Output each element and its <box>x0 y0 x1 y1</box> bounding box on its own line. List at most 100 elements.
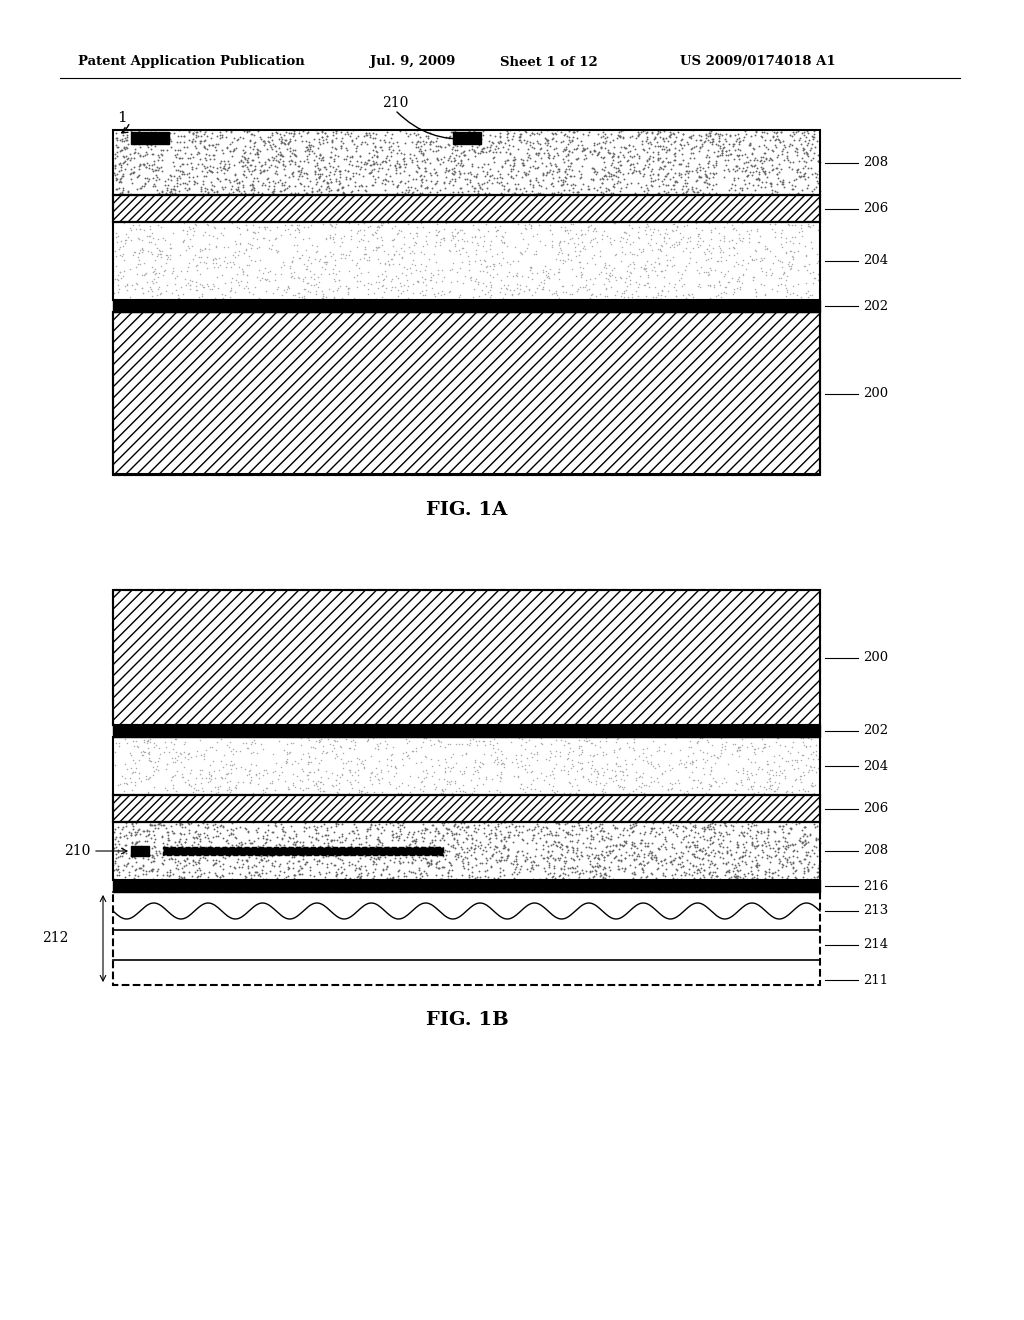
Point <box>600 178 616 199</box>
Point <box>636 775 652 796</box>
Point <box>721 824 737 845</box>
Point <box>700 863 717 884</box>
Point <box>680 153 696 174</box>
Point <box>475 840 492 861</box>
Point <box>609 152 626 173</box>
Point <box>752 169 768 190</box>
Point <box>327 829 343 850</box>
Point <box>593 182 609 203</box>
Point <box>546 863 562 884</box>
Point <box>260 176 276 197</box>
Point <box>609 170 626 191</box>
Point <box>632 162 648 183</box>
Point <box>341 759 357 780</box>
Point <box>221 183 238 205</box>
Point <box>251 236 267 257</box>
Point <box>207 248 223 269</box>
Point <box>700 779 717 800</box>
Point <box>140 240 157 261</box>
Point <box>136 176 153 197</box>
Point <box>357 152 374 173</box>
Point <box>321 152 337 173</box>
Point <box>291 282 307 304</box>
Point <box>651 176 668 197</box>
Point <box>580 124 596 145</box>
Point <box>658 165 675 186</box>
Bar <box>113 312 820 475</box>
Point <box>181 774 198 795</box>
Point <box>197 816 213 837</box>
Point <box>396 150 413 172</box>
Point <box>706 156 722 177</box>
Point <box>707 164 723 185</box>
Point <box>642 235 658 256</box>
Point <box>347 255 364 276</box>
Point <box>387 755 403 776</box>
Point <box>548 137 564 158</box>
Point <box>390 865 407 886</box>
Point <box>526 281 543 302</box>
Point <box>791 232 807 253</box>
Point <box>510 161 526 182</box>
Point <box>205 226 221 247</box>
Point <box>307 818 324 840</box>
Point <box>197 177 213 198</box>
Point <box>809 252 825 273</box>
Point <box>237 161 253 182</box>
Point <box>802 285 818 306</box>
Point <box>206 182 222 203</box>
Point <box>389 825 406 846</box>
Point <box>163 838 179 859</box>
Point <box>377 150 393 172</box>
Point <box>652 136 669 157</box>
Point <box>769 280 785 301</box>
Point <box>345 162 361 183</box>
Point <box>721 238 737 259</box>
Point <box>695 865 712 886</box>
Point <box>171 244 187 265</box>
Point <box>311 862 328 883</box>
Point <box>399 733 416 754</box>
Point <box>468 854 484 875</box>
Point <box>599 127 615 148</box>
Point <box>126 867 142 888</box>
Point <box>689 157 706 178</box>
Point <box>458 743 474 764</box>
Point <box>428 817 444 838</box>
Point <box>794 832 810 853</box>
Point <box>129 127 145 148</box>
Point <box>754 834 770 855</box>
Point <box>676 754 692 775</box>
Point <box>542 857 558 878</box>
Point <box>546 139 562 160</box>
Point <box>454 251 470 272</box>
Point <box>407 830 423 851</box>
Point <box>563 259 580 280</box>
Point <box>524 825 541 846</box>
Point <box>588 863 604 884</box>
Point <box>132 127 148 148</box>
Point <box>127 772 143 793</box>
Point <box>345 730 361 751</box>
Point <box>660 780 677 801</box>
Point <box>718 249 734 271</box>
Point <box>559 144 575 165</box>
Point <box>408 837 424 858</box>
Point <box>246 132 262 153</box>
Point <box>123 169 139 190</box>
Point <box>592 240 608 261</box>
Point <box>381 136 397 157</box>
Point <box>364 744 380 766</box>
Point <box>172 168 188 189</box>
Point <box>160 821 176 842</box>
Point <box>754 729 770 750</box>
Point <box>392 238 409 259</box>
Point <box>477 768 494 789</box>
Point <box>243 754 259 775</box>
Point <box>352 249 369 271</box>
Point <box>730 847 746 869</box>
Point <box>211 851 227 873</box>
Point <box>305 264 322 285</box>
Point <box>802 216 818 238</box>
Point <box>280 859 296 880</box>
